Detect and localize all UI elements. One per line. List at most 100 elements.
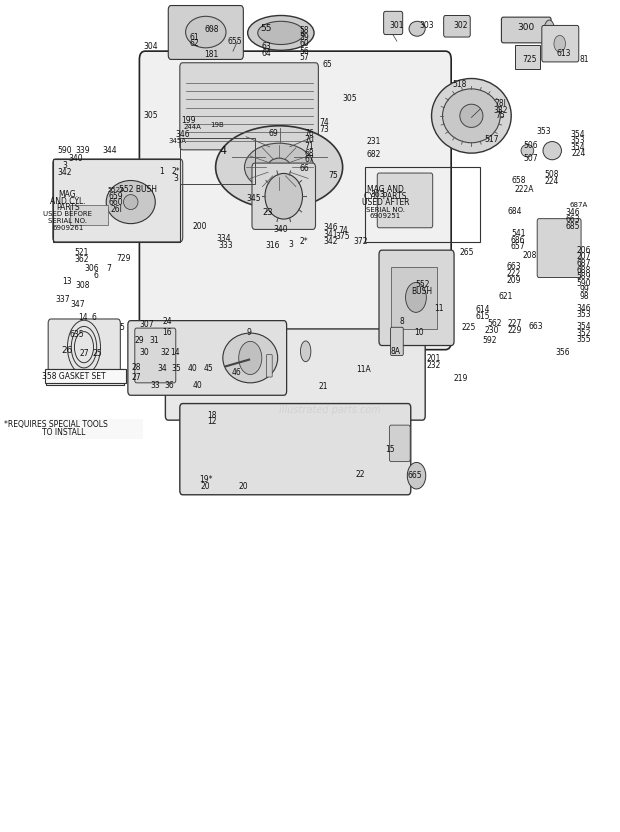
Text: 345A: 345A	[168, 138, 186, 144]
Text: 74: 74	[339, 225, 348, 235]
Text: 301: 301	[389, 21, 404, 30]
Text: PARTS: PARTS	[56, 203, 79, 212]
Text: BUSH: BUSH	[412, 287, 433, 296]
Text: 729: 729	[116, 254, 130, 263]
FancyBboxPatch shape	[444, 16, 470, 37]
Ellipse shape	[521, 145, 534, 157]
FancyBboxPatch shape	[537, 219, 581, 278]
Text: 99: 99	[579, 285, 589, 295]
Text: 358 GASKET SET: 358 GASKET SET	[42, 372, 105, 381]
Text: 2*: 2*	[299, 237, 308, 246]
Ellipse shape	[247, 16, 314, 50]
Text: 687: 687	[577, 259, 591, 268]
Text: 181: 181	[205, 50, 219, 59]
Text: 663: 663	[565, 215, 580, 224]
Text: 8: 8	[399, 317, 404, 326]
Text: 635: 635	[69, 330, 84, 339]
Text: 20: 20	[201, 482, 211, 491]
Ellipse shape	[301, 341, 311, 362]
Ellipse shape	[265, 173, 303, 219]
Text: 337: 337	[55, 295, 70, 304]
Text: 34: 34	[157, 364, 167, 374]
Bar	[70, 205, 108, 225]
Text: 372: 372	[353, 237, 368, 246]
Text: 517: 517	[484, 136, 499, 145]
Text: AND CYL.: AND CYL.	[50, 196, 86, 206]
Text: 231: 231	[366, 137, 381, 146]
Ellipse shape	[544, 20, 554, 41]
Text: 30: 30	[140, 348, 149, 357]
Text: 40: 40	[188, 364, 197, 374]
Text: 244A: 244A	[184, 125, 202, 131]
Text: 71: 71	[304, 142, 314, 151]
Text: 355: 355	[577, 335, 591, 344]
Text: 200: 200	[192, 222, 206, 231]
Text: 345: 345	[246, 194, 261, 203]
Text: 76: 76	[304, 129, 314, 138]
Text: 33: 33	[150, 381, 160, 390]
FancyBboxPatch shape	[502, 17, 551, 43]
Text: 8A: 8A	[391, 347, 401, 356]
Ellipse shape	[223, 333, 278, 383]
Text: 67: 67	[304, 156, 314, 164]
Text: 224: 224	[571, 150, 585, 158]
Text: 219: 219	[454, 374, 468, 384]
Text: 300: 300	[518, 23, 535, 32]
Text: 222: 222	[507, 269, 521, 278]
Text: MAG AND: MAG AND	[367, 186, 404, 194]
FancyBboxPatch shape	[168, 6, 243, 59]
Text: 74: 74	[319, 118, 329, 127]
Text: 608: 608	[205, 25, 219, 34]
Text: 306: 306	[84, 264, 99, 273]
Text: 206: 206	[577, 245, 591, 255]
Text: 25: 25	[92, 349, 102, 359]
Text: 4: 4	[219, 146, 227, 156]
Text: 11A: 11A	[356, 365, 371, 374]
Text: 552A: 552A	[107, 186, 125, 193]
Ellipse shape	[265, 143, 294, 171]
Text: 621: 621	[498, 292, 513, 301]
Text: 1: 1	[159, 167, 164, 176]
Text: 81: 81	[579, 55, 589, 64]
Text: 22: 22	[356, 469, 365, 478]
Text: 344: 344	[102, 146, 117, 155]
Text: 20: 20	[239, 482, 248, 491]
Text: 340: 340	[273, 225, 288, 234]
FancyBboxPatch shape	[140, 51, 451, 349]
Text: 11: 11	[434, 304, 443, 313]
FancyBboxPatch shape	[542, 26, 579, 62]
Ellipse shape	[216, 126, 343, 209]
Text: 541: 541	[511, 229, 525, 238]
Text: 40: 40	[192, 381, 202, 390]
Text: 307: 307	[139, 320, 154, 329]
Text: 6: 6	[92, 313, 97, 322]
Text: 362: 362	[74, 255, 89, 264]
FancyBboxPatch shape	[166, 329, 425, 420]
Text: 265: 265	[459, 248, 474, 257]
Text: 23: 23	[262, 208, 273, 217]
Text: 363: 363	[371, 190, 385, 199]
Text: 304: 304	[144, 42, 158, 51]
Text: 342: 342	[57, 168, 71, 176]
Text: 354: 354	[571, 130, 585, 139]
Text: SERIAL NO.: SERIAL NO.	[48, 218, 87, 224]
Ellipse shape	[258, 22, 304, 44]
Text: 302: 302	[454, 21, 468, 30]
Text: 342: 342	[324, 236, 339, 245]
Text: 305: 305	[343, 94, 358, 103]
Text: 685: 685	[565, 221, 580, 230]
FancyBboxPatch shape	[180, 404, 411, 495]
Text: 614: 614	[476, 305, 490, 314]
Text: 682: 682	[366, 151, 381, 159]
Text: 346: 346	[565, 208, 580, 217]
Text: 615: 615	[476, 312, 490, 321]
Text: 225: 225	[461, 323, 476, 332]
Circle shape	[407, 463, 426, 489]
FancyBboxPatch shape	[252, 163, 316, 230]
Ellipse shape	[268, 158, 291, 176]
Text: 507: 507	[523, 154, 538, 162]
Text: 506: 506	[523, 141, 538, 150]
Ellipse shape	[460, 104, 483, 127]
Text: 222A: 222A	[514, 186, 534, 194]
Text: 659: 659	[109, 191, 123, 201]
